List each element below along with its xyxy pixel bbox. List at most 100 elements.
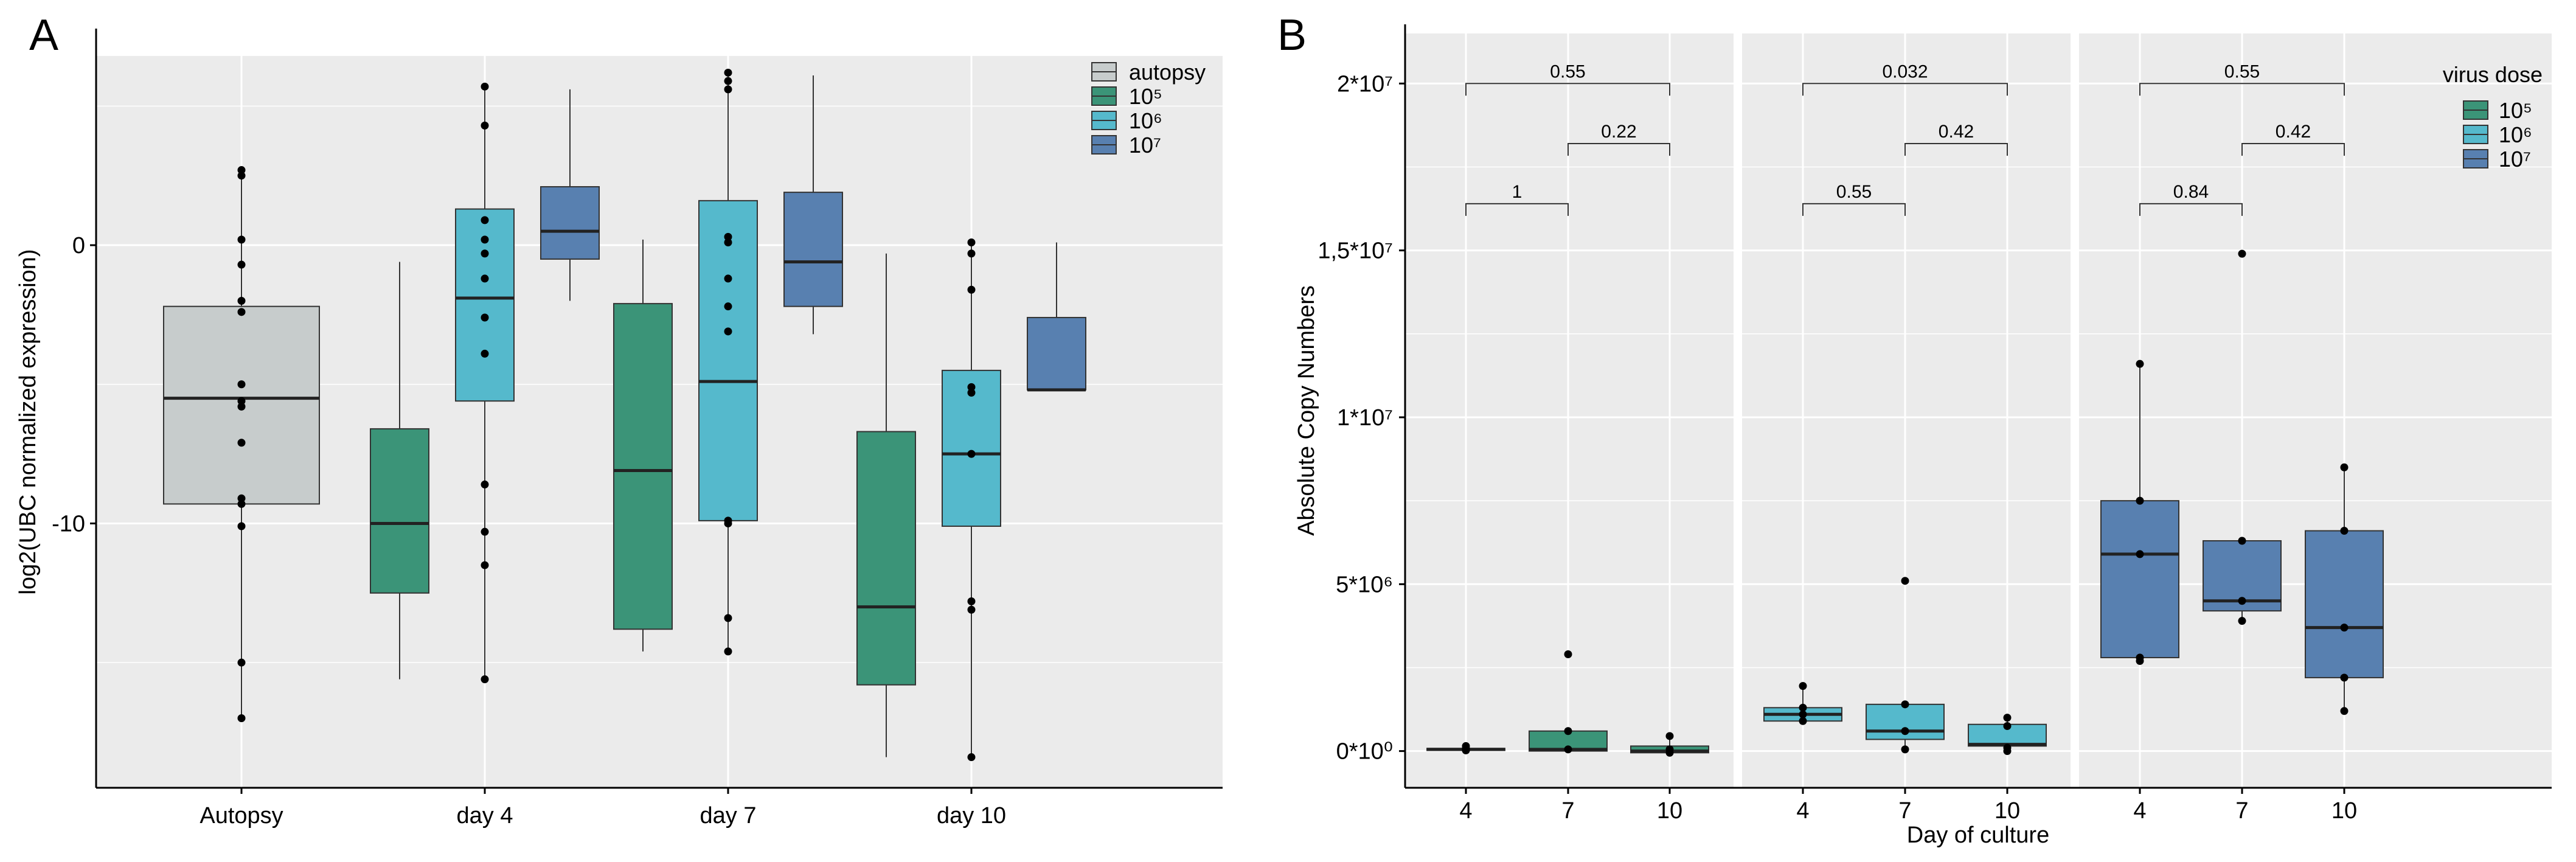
significance-bracket [2139, 203, 2243, 216]
data-point [237, 380, 246, 389]
data-point [1901, 700, 1909, 709]
data-point [2340, 527, 2349, 535]
data-point [237, 499, 246, 508]
x-tick-label: 4 [1796, 798, 1809, 824]
data-point [1462, 746, 1470, 755]
data-point [724, 519, 732, 527]
data-point [967, 388, 976, 397]
data-point [724, 232, 732, 241]
data-point [2340, 707, 2349, 715]
data-point [1564, 727, 1572, 735]
significance-bracket [1465, 83, 1670, 96]
p-value-label: 0.42 [2276, 122, 2311, 142]
significance-bracket [2241, 143, 2345, 156]
box [783, 192, 843, 307]
data-point [1564, 745, 1572, 754]
x-tick-label: 4 [2133, 798, 2146, 824]
data-point [2238, 249, 2246, 258]
p-value-label: 0.84 [2173, 182, 2209, 202]
y-axis-title: log2(UBC normalized expression) [15, 249, 41, 594]
data-point [724, 77, 732, 85]
legend-label: 10⁶ [2499, 122, 2532, 147]
data-point [2238, 617, 2246, 625]
x-tick-label: 10 [1657, 798, 1682, 824]
significance-bracket [1567, 143, 1670, 156]
data-point [2340, 463, 2349, 471]
box [540, 186, 600, 260]
p-value-label: 0.55 [1836, 182, 1872, 202]
data-point [724, 238, 732, 246]
panel-label: A [29, 11, 58, 60]
box [2305, 530, 2384, 678]
data-point [2003, 714, 2012, 722]
p-value-label: 1 [1512, 182, 1522, 202]
data-point [481, 216, 489, 224]
data-point [967, 450, 976, 458]
box [2100, 500, 2179, 659]
data-point [1901, 745, 1909, 754]
data-point [237, 297, 246, 305]
data-point [967, 249, 976, 258]
data-point [1665, 732, 1674, 740]
data-point [237, 402, 246, 411]
significance-bracket [1802, 83, 2008, 96]
box [698, 200, 758, 521]
data-point [237, 714, 246, 723]
x-tick-label: 10 [1994, 798, 2020, 824]
data-point [967, 605, 976, 614]
data-point [2340, 673, 2349, 682]
data-point [1665, 748, 1674, 757]
data-point [481, 561, 489, 569]
data-point [237, 397, 246, 405]
box [1027, 316, 1086, 391]
x-tick-label: day 7 [700, 803, 757, 829]
p-value-label: 0.42 [1939, 122, 1974, 142]
y-tick-label: 5*10⁶ [1336, 572, 1393, 597]
data-point [967, 753, 976, 762]
legend-title: virus dose [2443, 62, 2543, 87]
data-point [2003, 721, 2012, 730]
y-tick-label: 1*10⁷ [1337, 405, 1393, 431]
y-tick-label: 0 [72, 233, 85, 259]
x-axis-title: Day of culture [1907, 822, 2049, 848]
x-tick-label: 7 [1561, 798, 1574, 824]
facet-background [1405, 33, 1734, 788]
y-tick-label: 2*10⁷ [1337, 71, 1393, 97]
data-point [967, 597, 976, 606]
significance-bracket [2139, 83, 2345, 96]
data-point [724, 274, 732, 283]
data-point [1901, 727, 1909, 735]
data-point [1799, 717, 1807, 725]
facet-background [1742, 33, 2071, 788]
data-point [237, 235, 246, 244]
data-point [237, 260, 246, 269]
legend-label: 10⁷ [2499, 147, 2531, 172]
box [370, 428, 429, 594]
data-point [237, 439, 246, 447]
x-tick-label: day 10 [937, 803, 1006, 829]
data-point [2340, 624, 2349, 632]
data-point [481, 235, 489, 244]
panel-label: B [1277, 11, 1307, 60]
data-point [237, 172, 246, 180]
p-value-label: 0.032 [1882, 61, 1928, 82]
panel-b: 0.55 0.22 1 0.032 0.42 0.55 0.55 0.42 0.84 0*10⁰ 5… [1277, 11, 2552, 848]
data-point [481, 527, 489, 536]
data-point [724, 85, 732, 94]
x-tick-label: 7 [2235, 798, 2248, 824]
data-point [724, 302, 732, 311]
data-point [2003, 747, 2012, 756]
data-point [2136, 550, 2144, 558]
data-point [2238, 597, 2246, 605]
x-tick-label: 7 [1898, 798, 1911, 824]
data-point [481, 274, 489, 283]
data-point [1901, 577, 1909, 585]
y-tick-label: 0*10⁰ [1336, 739, 1393, 765]
data-point [967, 238, 976, 246]
box [856, 431, 916, 686]
data-point [237, 522, 246, 530]
x-tick-label: day 4 [457, 803, 513, 829]
legend-label: 10⁷ [1129, 133, 1161, 158]
data-point [237, 308, 246, 316]
p-value-label: 0.55 [1550, 61, 1585, 82]
